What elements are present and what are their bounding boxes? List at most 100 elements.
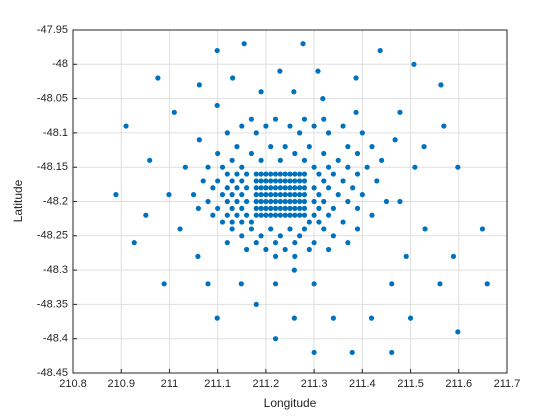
point	[182, 164, 188, 170]
point	[392, 137, 398, 143]
point	[297, 198, 303, 205]
point	[287, 123, 293, 129]
point	[282, 178, 288, 184]
point	[131, 240, 137, 246]
point	[325, 212, 332, 218]
point	[234, 171, 240, 177]
point	[311, 212, 317, 218]
point	[272, 205, 279, 211]
point	[239, 192, 245, 198]
point	[311, 198, 317, 205]
point	[297, 192, 303, 198]
point	[253, 171, 259, 177]
point	[263, 192, 269, 198]
point	[224, 240, 230, 246]
point	[350, 185, 356, 191]
point	[214, 315, 220, 321]
point	[407, 315, 414, 321]
x-axis-label: Longitude	[264, 396, 317, 410]
point	[248, 226, 255, 232]
point	[234, 198, 240, 205]
point	[397, 198, 403, 205]
point	[177, 226, 183, 232]
point	[300, 41, 306, 47]
point	[219, 164, 226, 170]
point	[196, 137, 202, 143]
point	[297, 205, 303, 211]
point	[292, 253, 298, 259]
point	[330, 171, 336, 177]
point	[345, 240, 351, 246]
point	[258, 212, 264, 218]
point	[244, 198, 250, 205]
point	[268, 178, 274, 184]
point	[224, 171, 230, 177]
point	[196, 82, 202, 88]
point	[369, 212, 375, 218]
point	[210, 212, 216, 218]
point	[263, 205, 269, 211]
point	[354, 205, 361, 211]
point	[282, 198, 288, 205]
point	[229, 157, 235, 163]
x-tick-label: 211	[161, 378, 179, 390]
point	[241, 41, 247, 47]
point	[441, 123, 447, 129]
point	[229, 205, 235, 211]
point	[330, 205, 336, 211]
point	[421, 144, 427, 150]
point	[325, 164, 332, 170]
point	[277, 205, 283, 211]
point	[325, 130, 332, 136]
point	[272, 116, 279, 122]
point	[287, 178, 293, 184]
point	[282, 205, 288, 211]
point	[258, 185, 264, 191]
point	[301, 185, 308, 191]
point	[330, 315, 336, 321]
point	[244, 171, 250, 177]
point	[364, 164, 370, 170]
point	[234, 185, 240, 191]
point	[205, 198, 211, 205]
point	[239, 205, 245, 211]
point	[292, 240, 298, 246]
point	[277, 212, 283, 218]
point	[311, 349, 317, 356]
y-tick-label: -48.05	[37, 93, 68, 105]
point	[301, 212, 308, 218]
point	[287, 226, 293, 232]
point	[306, 144, 312, 150]
point	[244, 246, 250, 253]
x-tick-label: 211.1	[204, 378, 231, 390]
point	[253, 240, 259, 246]
point	[219, 192, 226, 198]
point	[200, 178, 206, 184]
point	[147, 157, 153, 163]
point	[253, 301, 259, 307]
point	[330, 233, 336, 239]
point	[311, 185, 317, 191]
point	[354, 150, 361, 157]
point	[268, 192, 274, 198]
point	[316, 205, 322, 211]
point	[311, 123, 317, 129]
point	[411, 61, 417, 67]
point	[244, 185, 250, 191]
point	[277, 233, 283, 239]
point	[205, 281, 211, 287]
point	[253, 178, 259, 184]
point	[215, 150, 221, 157]
point	[297, 233, 303, 239]
point	[234, 144, 240, 150]
point	[258, 178, 264, 184]
point	[253, 212, 259, 218]
point	[450, 253, 457, 259]
point	[272, 178, 279, 184]
point	[306, 219, 312, 225]
point	[171, 109, 177, 115]
point	[359, 130, 365, 136]
x-tick-label: 211.6	[445, 378, 472, 390]
point	[287, 171, 293, 177]
point	[311, 281, 317, 287]
